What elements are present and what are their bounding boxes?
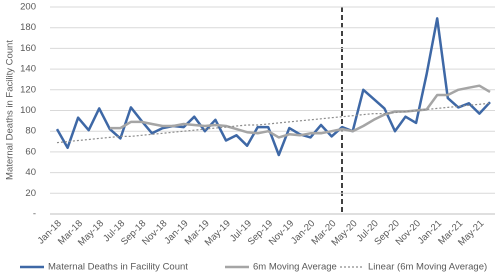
legend-label: Maternal Deaths in Facility Count bbox=[48, 262, 188, 273]
y-tick-label: 60 bbox=[25, 146, 36, 157]
y-tick-label: 20 bbox=[25, 188, 36, 199]
series-line bbox=[55, 17, 491, 157]
y-tick-label: 40 bbox=[25, 167, 36, 178]
y-tick-label: 180 bbox=[20, 22, 36, 33]
y-tick-label: 160 bbox=[20, 43, 36, 54]
y-tick-label: - bbox=[33, 209, 36, 220]
y-tick-label: 80 bbox=[25, 126, 36, 137]
y-tick-label: 140 bbox=[20, 64, 36, 75]
legend-label: 6m Moving Average bbox=[253, 262, 337, 273]
legend-label: Linear (6m Moving Average) bbox=[368, 262, 487, 273]
series-line bbox=[109, 84, 491, 139]
y-tick-label: 200 bbox=[20, 2, 36, 13]
y-tick-label: 100 bbox=[20, 105, 36, 116]
series-line bbox=[56, 102, 491, 144]
y-axis-label: Maternal Deaths in Facility Count bbox=[5, 40, 16, 180]
y-tick-label: 120 bbox=[20, 84, 36, 95]
